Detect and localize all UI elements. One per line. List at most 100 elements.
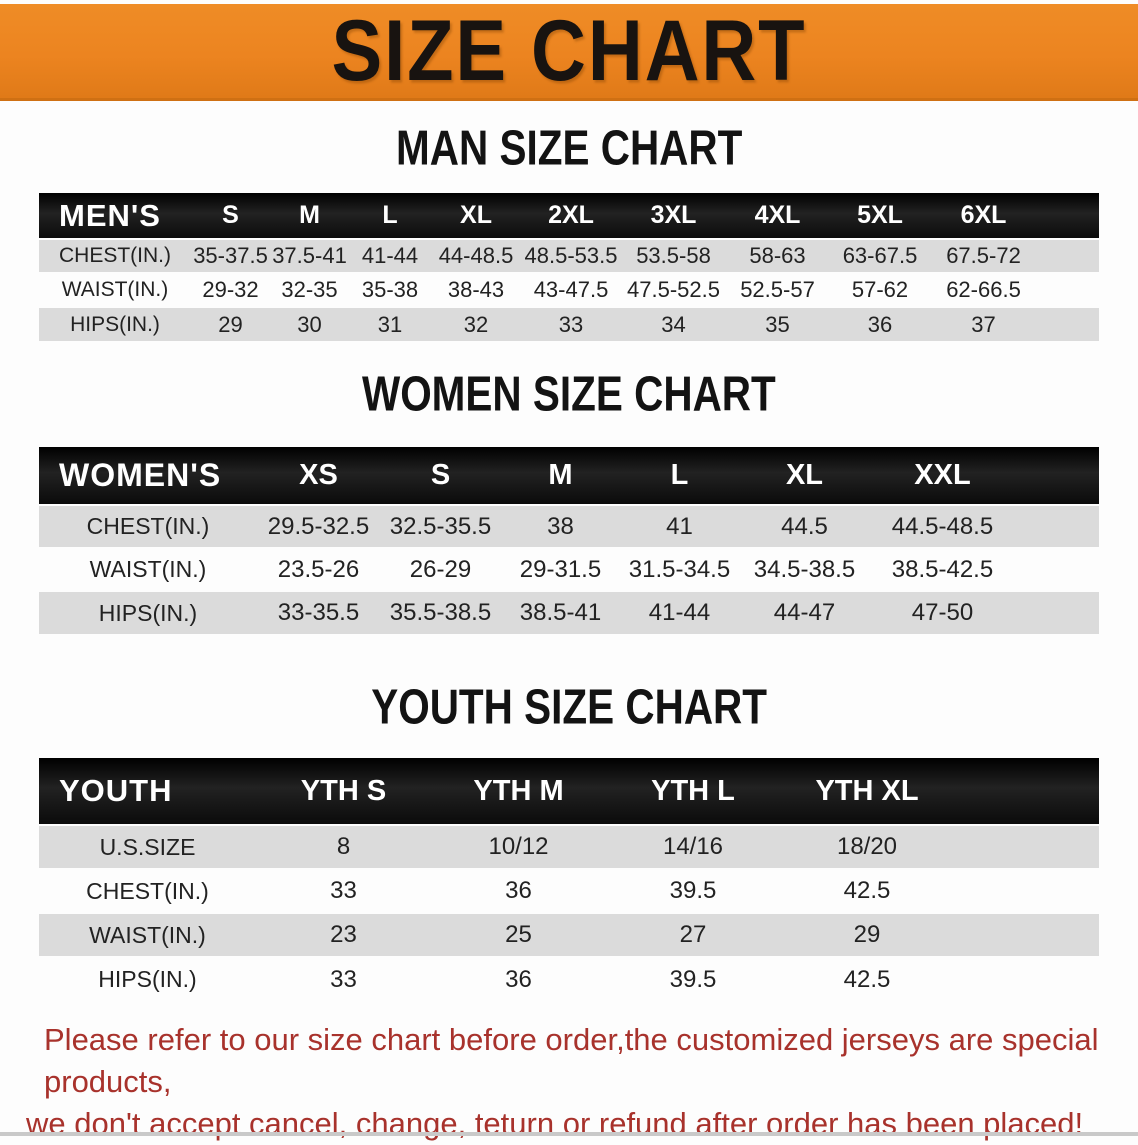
men-header-row: MEN'S S M L XL 2XL 3XL 4XL 5XL 6XL xyxy=(39,193,1099,239)
row-label: WAIST(IN.) xyxy=(89,921,206,948)
size-value: 38-43 xyxy=(447,277,505,302)
size-value: 31.5-34.5 xyxy=(628,555,731,583)
men-section-heading-text: MAN SIZE CHART xyxy=(395,121,743,176)
size-value: 29 xyxy=(853,921,881,948)
men-table-title: MEN'S xyxy=(39,193,191,239)
row-label: WAIST(IN.) xyxy=(61,278,169,301)
table-spacer xyxy=(954,913,1099,957)
disclaimer-line-2: we don't accept cancel, change, teturn o… xyxy=(26,1105,1084,1141)
size-value: 32.5-35.5 xyxy=(389,512,492,540)
size-value: 33-35.5 xyxy=(277,599,360,626)
size-value: 29-31.5 xyxy=(519,555,602,583)
size-value: 42.5 xyxy=(843,965,891,993)
youth-hips-row: HIPS(IN.) 33 36 39.5 42.5 xyxy=(39,957,1099,1001)
table-spacer xyxy=(1036,193,1099,239)
men-size-col: S xyxy=(191,193,270,239)
women-size-table: WOMEN'S XS S M L XL XXL CHEST(IN.) 29.5-… xyxy=(39,447,1099,634)
size-value: 10/12 xyxy=(488,833,549,860)
table-spacer xyxy=(954,957,1099,1001)
row-label: HIPS(IN.) xyxy=(98,599,198,626)
women-waist-row: WAIST(IN.) 23.5-26 26-29 29-31.5 31.5-34… xyxy=(39,548,1099,591)
size-value: 32-35 xyxy=(281,277,338,302)
size-value: 36 xyxy=(505,877,532,904)
banner: SIZE CHART xyxy=(0,2,1138,101)
size-value: 35.5-38.5 xyxy=(389,599,492,626)
men-size-col: 6XL xyxy=(931,193,1036,239)
table-spacer xyxy=(1015,548,1099,591)
men-size-col: M xyxy=(270,193,349,239)
size-value: 62-66.5 xyxy=(946,277,1021,302)
banner-title: SIZE CHART xyxy=(331,2,807,99)
size-value: 31 xyxy=(377,311,403,337)
table-spacer xyxy=(1036,273,1099,307)
women-size-col: XXL xyxy=(870,447,1015,505)
size-value: 44-48.5 xyxy=(438,243,514,268)
table-spacer xyxy=(954,825,1099,869)
youth-size-col: YTH M xyxy=(431,758,606,825)
size-value: 44.5-48.5 xyxy=(891,512,994,540)
table-spacer xyxy=(1015,447,1099,505)
men-size-col: 5XL xyxy=(829,193,931,239)
size-value: 39.5 xyxy=(669,965,717,993)
size-value: 38.5-42.5 xyxy=(891,555,994,583)
size-value: 29-32 xyxy=(202,277,259,302)
size-value: 26-29 xyxy=(409,555,472,583)
row-label: CHEST(IN.) xyxy=(86,513,210,539)
size-value: 37.5-41 xyxy=(272,243,347,268)
size-value: 38.5-41 xyxy=(519,599,602,626)
size-value: 29 xyxy=(218,311,243,337)
row-label: HIPS(IN.) xyxy=(98,966,197,992)
youth-size-col: YTH L xyxy=(606,758,780,825)
youth-ussize-row: U.S.SIZE 8 10/12 14/16 18/20 xyxy=(39,825,1099,869)
table-spacer xyxy=(954,758,1099,825)
table-spacer xyxy=(1015,591,1099,634)
youth-size-col: YTH XL xyxy=(780,758,954,825)
men-size-col: 2XL xyxy=(521,193,621,239)
women-size-col: L xyxy=(620,447,739,505)
size-value: 33 xyxy=(558,311,584,337)
size-value: 36 xyxy=(867,311,893,337)
row-label: HIPS(IN.) xyxy=(70,312,160,336)
size-value: 44.5 xyxy=(781,512,828,540)
men-hips-row: HIPS(IN.) 29 30 31 32 33 34 35 36 37 xyxy=(39,307,1099,341)
size-value: 48.5-53.5 xyxy=(524,243,618,268)
men-size-table: MEN'S S M L XL 2XL 3XL 4XL 5XL 6XL CHEST… xyxy=(39,193,1099,341)
size-value: 36 xyxy=(505,965,532,993)
size-value: 35-37.5 xyxy=(193,243,268,268)
row-label: CHEST(IN.) xyxy=(59,244,171,267)
youth-table-title: YOUTH xyxy=(39,758,256,825)
disclaimer-note: Please refer to our size chart before or… xyxy=(0,1019,1138,1145)
size-value: 34 xyxy=(661,311,686,337)
men-size-col: 4XL xyxy=(726,193,829,239)
size-value: 29.5-32.5 xyxy=(267,512,370,540)
youth-header-row: YOUTH YTH S YTH M YTH L YTH XL xyxy=(39,758,1099,825)
size-value: 18/20 xyxy=(836,833,898,860)
size-value: 63-67.5 xyxy=(842,243,918,268)
table-spacer xyxy=(1036,307,1099,341)
women-size-col: M xyxy=(501,447,620,505)
women-size-col: XS xyxy=(257,447,380,505)
men-size-col: 3XL xyxy=(621,193,726,239)
women-section-heading: WOMEN SIZE CHART xyxy=(0,370,1138,419)
size-value: 58-63 xyxy=(749,243,806,268)
women-chest-row: CHEST(IN.) 29.5-32.5 32.5-35.5 38 41 44.… xyxy=(39,505,1099,548)
size-value: 53.5-58 xyxy=(636,243,711,268)
bottom-divider xyxy=(0,1132,1138,1136)
size-value: 47-50 xyxy=(911,599,974,626)
size-value: 38 xyxy=(547,512,574,540)
row-label: WAIST(IN.) xyxy=(89,556,207,582)
men-section-heading: MAN SIZE CHART xyxy=(0,121,1138,176)
size-value: 39.5 xyxy=(669,877,717,904)
size-value: 23.5-26 xyxy=(277,555,360,583)
size-value: 35-38 xyxy=(361,277,419,302)
men-size-col: XL xyxy=(431,193,521,239)
size-value: 35 xyxy=(765,311,790,337)
women-table-title: WOMEN'S xyxy=(39,447,257,505)
table-spacer xyxy=(954,869,1099,913)
disclaimer-line-1: Please refer to our size chart before or… xyxy=(44,1022,1099,1099)
size-value: 23 xyxy=(330,921,357,948)
table-spacer xyxy=(1015,505,1099,548)
size-value: 41-44 xyxy=(361,243,419,268)
size-value: 41-44 xyxy=(648,599,711,626)
table-spacer xyxy=(1036,239,1099,273)
